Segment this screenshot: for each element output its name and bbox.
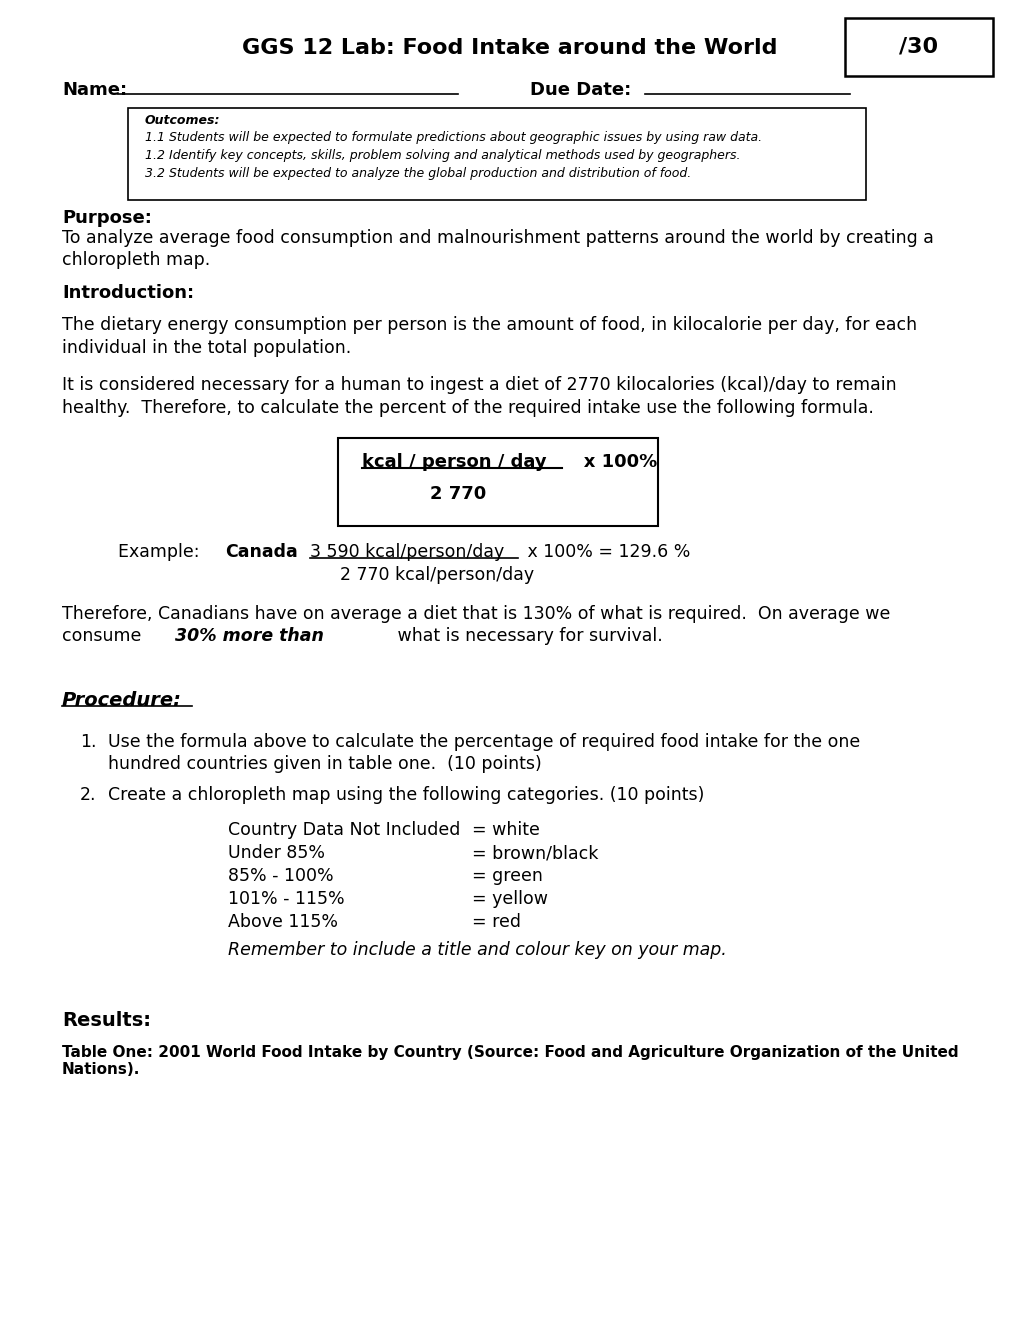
- Text: hundred countries given in table one.  (10 points): hundred countries given in table one. (1…: [108, 755, 541, 774]
- Text: Introduction:: Introduction:: [62, 284, 194, 302]
- Text: Canada: Canada: [225, 543, 298, 561]
- Text: 2 770 kcal/person/day: 2 770 kcal/person/day: [339, 566, 534, 583]
- Text: healthy.  Therefore, to calculate the percent of the required intake use the fol: healthy. Therefore, to calculate the per…: [62, 399, 873, 417]
- Text: Above 115%: Above 115%: [228, 913, 337, 931]
- Text: GGS 12 Lab: Food Intake around the World: GGS 12 Lab: Food Intake around the World: [243, 38, 777, 58]
- Text: 30% more than: 30% more than: [175, 627, 324, 645]
- Text: x 100% = 129.6 %: x 100% = 129.6 %: [522, 543, 690, 561]
- Text: The dietary energy consumption per person is the amount of food, in kilocalorie : The dietary energy consumption per perso…: [62, 315, 916, 334]
- Text: = green: = green: [472, 867, 542, 884]
- Text: To analyze average food consumption and malnourishment patterns around the world: To analyze average food consumption and …: [62, 228, 933, 247]
- Text: chloropleth map.: chloropleth map.: [62, 251, 210, 269]
- Text: Country Data Not Included: Country Data Not Included: [228, 821, 460, 840]
- Text: 1.2 Identify key concepts, skills, problem solving and analytical methods used b: 1.2 Identify key concepts, skills, probl…: [145, 149, 740, 161]
- Text: Use the formula above to calculate the percentage of required food intake for th: Use the formula above to calculate the p…: [108, 733, 859, 751]
- Text: consume: consume: [62, 627, 147, 645]
- Text: Therefore, Canadians have on average a diet that is 130% of what is required.  O: Therefore, Canadians have on average a d…: [62, 605, 890, 623]
- Bar: [337, 438, 657, 525]
- Text: 2 770: 2 770: [430, 484, 486, 503]
- Text: Example:: Example:: [118, 543, 205, 561]
- Text: individual in the total population.: individual in the total population.: [62, 339, 351, 356]
- Text: Purpose:: Purpose:: [62, 209, 152, 227]
- Text: It is considered necessary for a human to ingest a diet of 2770 kilocalories (kc: It is considered necessary for a human t…: [62, 376, 896, 393]
- Bar: [844, 18, 993, 77]
- Text: 3.2 Students will be expected to analyze the global production and distribution : 3.2 Students will be expected to analyze…: [145, 166, 691, 180]
- Text: Results:: Results:: [62, 1011, 151, 1030]
- Text: = brown/black: = brown/black: [472, 843, 598, 862]
- Text: Name:: Name:: [62, 81, 127, 99]
- Text: Procedure:: Procedure:: [62, 690, 181, 710]
- Text: Table One: 2001 World Food Intake by Country (Source: Food and Agriculture Organ: Table One: 2001 World Food Intake by Cou…: [62, 1045, 958, 1077]
- Text: Outcomes:: Outcomes:: [145, 114, 220, 127]
- Text: 101% - 115%: 101% - 115%: [228, 890, 344, 908]
- Text: 2.: 2.: [79, 785, 97, 804]
- Text: kcal / person / day: kcal / person / day: [362, 453, 546, 471]
- Text: Remember to include a title and colour key on your map.: Remember to include a title and colour k…: [228, 941, 727, 960]
- Text: 3 590 kcal/person/day: 3 590 kcal/person/day: [310, 543, 503, 561]
- Text: what is necessary for survival.: what is necessary for survival.: [391, 627, 662, 645]
- Text: Create a chloropleth map using the following categories. (10 points): Create a chloropleth map using the follo…: [108, 785, 704, 804]
- Text: Due Date:: Due Date:: [530, 81, 631, 99]
- Bar: [127, 108, 865, 201]
- Text: = red: = red: [472, 913, 521, 931]
- Text: 1.: 1.: [79, 733, 97, 751]
- Text: Under 85%: Under 85%: [228, 843, 325, 862]
- Text: = yellow: = yellow: [472, 890, 547, 908]
- Text: x 100%: x 100%: [565, 453, 656, 471]
- Text: 1.1 Students will be expected to formulate predictions about geographic issues b: 1.1 Students will be expected to formula…: [145, 131, 761, 144]
- Text: /30: /30: [899, 37, 937, 57]
- Text: = white: = white: [472, 821, 539, 840]
- Text: 85% - 100%: 85% - 100%: [228, 867, 333, 884]
